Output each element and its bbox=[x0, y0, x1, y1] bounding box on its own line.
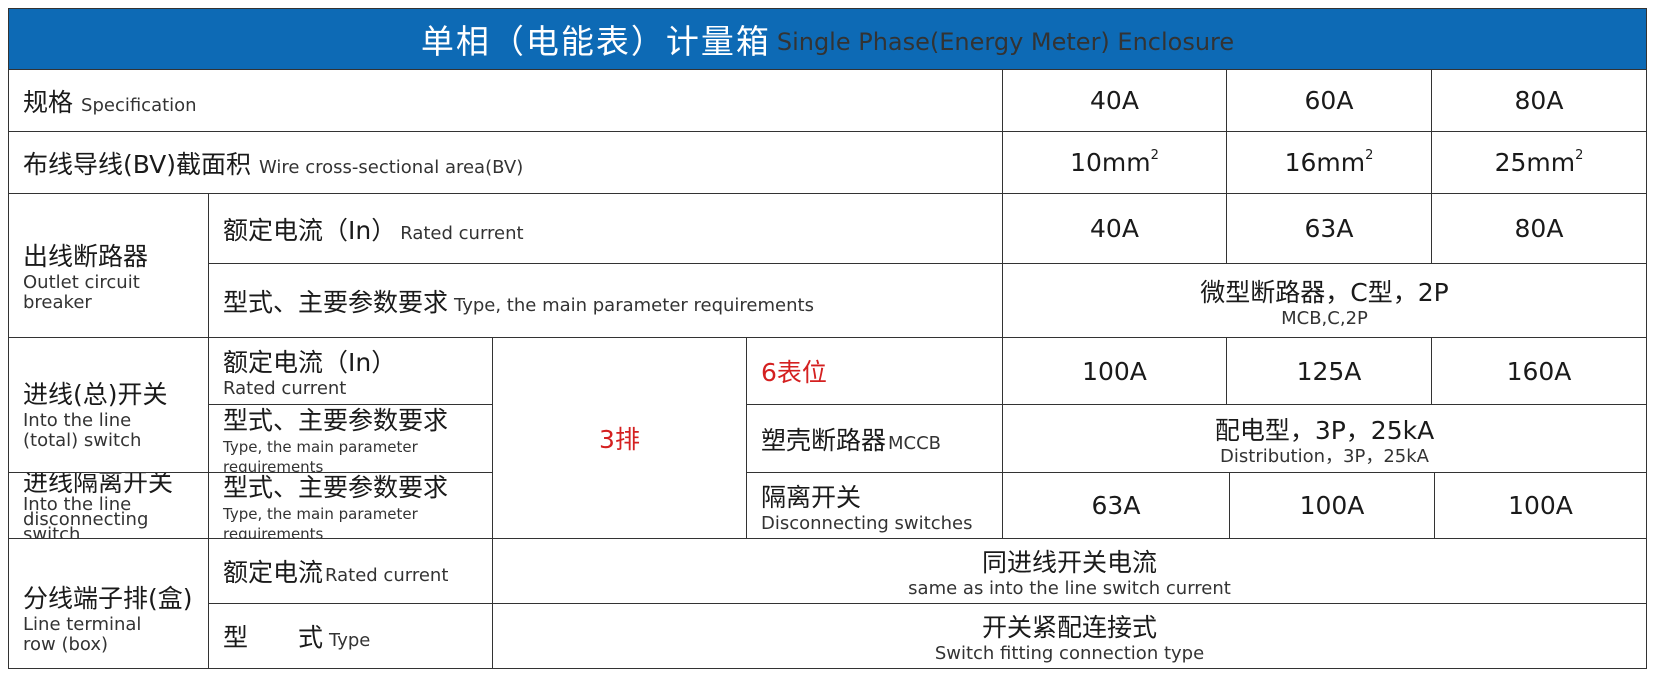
title-zh: 单相（电能表）计量箱 bbox=[420, 22, 771, 61]
wire-value-25: 25mm2 bbox=[1431, 131, 1647, 194]
isolator-group-label: 进线隔离开关 Into the line disconnecting switc… bbox=[8, 472, 209, 539]
isolator-value-100b: 100A bbox=[1434, 472, 1647, 539]
spec-value-60: 60A bbox=[1226, 69, 1432, 132]
inlet-type-value: 配电型，3P，25kA Distribution，3P，25kA bbox=[1002, 404, 1647, 473]
outlet-rated-40: 40A bbox=[1002, 193, 1227, 264]
inlet-rated-160: 160A bbox=[1431, 337, 1647, 405]
inlet-rated-100: 100A bbox=[1002, 337, 1227, 405]
terminal-type-value: 开关紧配连接式 Switch fitting connection type bbox=[492, 603, 1647, 669]
disconnecting-switch-cell: 隔离开关 Disconnecting switches bbox=[746, 472, 1003, 539]
inlet-rated-label: 额定电流（In） Rated current bbox=[208, 337, 493, 405]
terminal-rated-label: 额定电流 Rated current bbox=[208, 538, 493, 604]
inlet-rated-125: 125A bbox=[1226, 337, 1432, 405]
outlet-type-label: 型式、主要参数要求 Type, the main parameter requi… bbox=[208, 263, 1003, 338]
outlet-rated-label: 额定电流（In） Rated current bbox=[208, 193, 1003, 264]
terminal-group-label: 分线端子排(盒) Line terminal row (box) bbox=[8, 538, 209, 669]
outlet-group-label: 出线断路器 Outlet circuit breaker bbox=[8, 193, 209, 338]
terminal-rated-value: 同进线开关电流 same as into the line switch cur… bbox=[492, 538, 1647, 604]
outlet-rated-63: 63A bbox=[1226, 193, 1432, 264]
wire-label-cell: 布线导线(BV)截面积 Wire cross-sectional area(BV… bbox=[8, 131, 1003, 194]
outlet-rated-80: 80A bbox=[1431, 193, 1647, 264]
wire-label-en: Wire cross-sectional area(BV) bbox=[259, 156, 524, 178]
inlet-type-label: 型式、主要参数要求 Type, the main parameter requi… bbox=[208, 404, 493, 473]
inlet-group-label: 进线(总)开关 Into the line (total) switch bbox=[8, 337, 209, 473]
wire-value-10: 10mm2 bbox=[1002, 131, 1227, 194]
wire-label-zh: 布线导线(BV)截面积 bbox=[23, 149, 251, 179]
terminal-type-label: 型 式 Type bbox=[208, 603, 493, 669]
spec-value-40: 40A bbox=[1002, 69, 1227, 132]
spec-label-cell: 规格 Specification bbox=[8, 69, 1003, 132]
spec-label-en: Specification bbox=[81, 94, 197, 116]
isolator-value-63: 63A bbox=[1002, 472, 1230, 539]
title-en: Single Phase(Energy Meter) Enclosure bbox=[776, 28, 1235, 56]
spec-label-zh: 规格 bbox=[23, 87, 74, 117]
mccb-cell: 塑壳断路器 MCCB bbox=[746, 404, 1003, 473]
spec-value-80: 80A bbox=[1431, 69, 1647, 132]
meter-positions-cell: 6表位 bbox=[746, 337, 1003, 405]
rows-count-cell: 3排 bbox=[492, 337, 747, 539]
wire-value-16: 16mm2 bbox=[1226, 131, 1432, 194]
table-title: 单相（电能表）计量箱 Single Phase(Energy Meter) En… bbox=[8, 8, 1647, 70]
isolator-value-100a: 100A bbox=[1229, 472, 1435, 539]
isolator-type-label: 型式、主要参数要求 Type, the main parameter requi… bbox=[208, 472, 493, 539]
outlet-type-value: 微型断路器，C型，2P MCB,C,2P bbox=[1002, 263, 1647, 338]
